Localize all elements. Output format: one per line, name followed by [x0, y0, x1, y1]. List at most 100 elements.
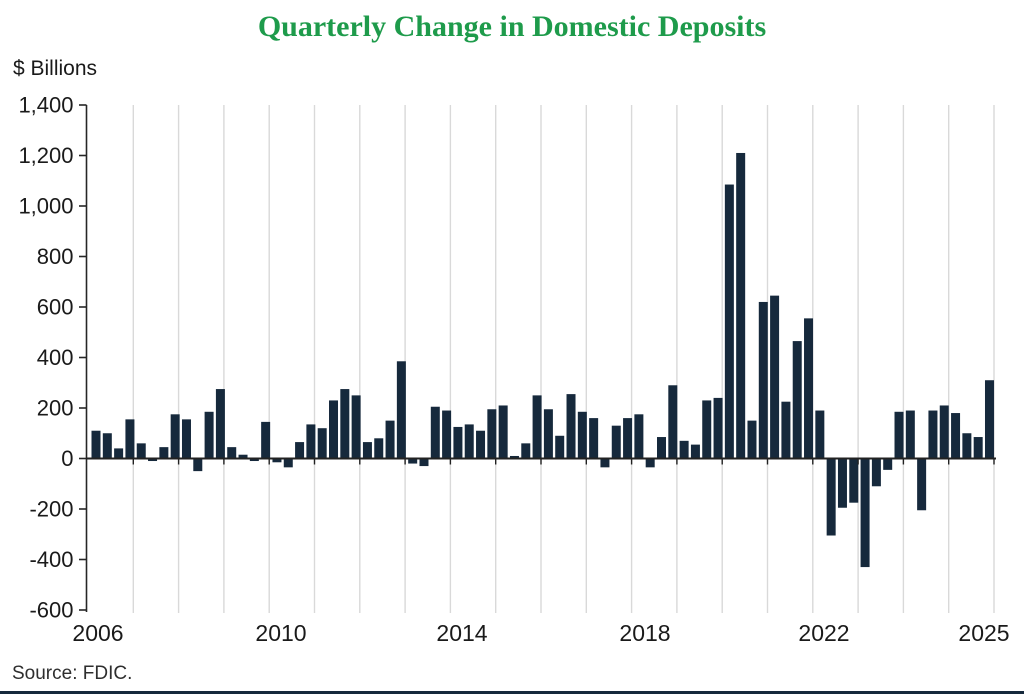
y-tick-label: 200: [37, 396, 74, 421]
y-tick-label: 0: [61, 446, 73, 471]
bar-2021Q4: [804, 318, 814, 459]
bar-2017Q1: [589, 418, 599, 459]
y-tick-label: 1,000: [18, 194, 73, 219]
bar-2013Q3: [430, 406, 440, 459]
bar-2021Q1: [770, 295, 780, 459]
bar-2022Q4: [849, 458, 859, 503]
chart-title: Quarterly Change in Domestic Deposits: [257, 10, 767, 43]
bar-2013Q4: [442, 410, 452, 459]
bar-2024Q4: [939, 405, 949, 459]
bar-2024Q3: [928, 410, 938, 459]
bar-2025Q2: [962, 433, 972, 459]
bar-2013Q1: [408, 458, 418, 464]
y-axis-unit-label: $ Billions: [13, 57, 98, 80]
y-tick-label: 600: [37, 295, 74, 320]
bar-2009Q4: [261, 421, 271, 459]
bar-2007Q4: [170, 414, 180, 459]
bar-2023Q2: [871, 458, 881, 487]
bar-2022Q2: [826, 458, 836, 536]
y-tick-label: 800: [37, 244, 74, 269]
bar-2008Q3: [204, 411, 214, 459]
bar-2012Q3: [385, 420, 395, 459]
bar-2017Q2: [600, 458, 610, 468]
bar-2016Q1: [543, 409, 553, 459]
bar-2009Q1: [227, 447, 237, 459]
bar-2010Q3: [295, 442, 305, 459]
bar-2006Q3: [114, 448, 124, 459]
bar-2024Q1: [905, 410, 915, 459]
bar-2017Q4: [623, 418, 633, 459]
bar-2023Q3: [883, 458, 893, 470]
bar-2011Q2: [329, 400, 339, 459]
source-note: Source: FDIC.: [12, 663, 133, 684]
bar-2010Q1: [272, 458, 282, 463]
bar-2016Q3: [566, 394, 576, 459]
bar-2020Q2: [736, 152, 746, 459]
bar-2019Q4: [713, 397, 723, 459]
bar-2025Q3: [973, 437, 983, 459]
bar-2018Q2: [645, 458, 655, 468]
bar-2023Q4: [894, 411, 904, 459]
y-tick-label: 1,400: [18, 93, 73, 118]
bar-2021Q3: [792, 341, 802, 459]
bar-2015Q1: [498, 405, 508, 459]
bar-2024Q2: [917, 458, 927, 511]
bar-2012Q1: [362, 442, 372, 459]
bar-2018Q4: [668, 385, 678, 459]
bar-2023Q1: [860, 458, 870, 568]
bar-2011Q4: [351, 395, 361, 459]
bar-2022Q1: [815, 410, 825, 459]
x-tick-label: 2014: [436, 620, 487, 646]
bar-2014Q3: [476, 430, 486, 459]
bar-2018Q1: [634, 414, 644, 459]
bar-2013Q2: [419, 458, 429, 467]
y-tick-label: 1,200: [18, 143, 73, 168]
bar-2019Q3: [702, 400, 712, 459]
bar-2015Q3: [521, 443, 531, 459]
bar-2006Q1: [91, 430, 101, 459]
x-tick-label: 2018: [619, 620, 670, 646]
bar-2020Q3: [747, 420, 757, 459]
bar-2009Q3: [249, 458, 259, 462]
bar-2012Q4: [396, 361, 406, 459]
bar-2016Q2: [555, 435, 565, 459]
bar-2016Q4: [577, 411, 587, 459]
bar-2019Q1: [679, 440, 689, 459]
bar-2015Q2: [509, 455, 519, 459]
bar-2007Q2: [148, 458, 158, 462]
bar-2006Q4: [125, 419, 135, 459]
bar-2008Q4: [215, 389, 225, 459]
bar-2020Q1: [724, 184, 734, 459]
bar-2014Q2: [464, 424, 474, 459]
y-tick-label: -200: [29, 497, 73, 522]
bar-2007Q1: [136, 443, 146, 459]
bar-2015Q4: [532, 395, 542, 459]
bar-2022Q3: [837, 458, 847, 508]
bar-2008Q2: [193, 458, 203, 472]
bar-2017Q3: [611, 425, 621, 459]
y-tick-label: -400: [29, 547, 73, 572]
bar-2007Q3: [159, 447, 169, 459]
bar-2006Q2: [102, 433, 112, 459]
bar-2011Q1: [317, 428, 327, 459]
x-tick-label: 2006: [72, 620, 123, 646]
bar-2010Q2: [283, 458, 293, 468]
bar-2012Q2: [374, 438, 384, 459]
bar-2010Q4: [306, 424, 316, 459]
bar-2025Q1: [951, 413, 961, 459]
footer-rule: [0, 691, 1024, 694]
x-tick-label: 2022: [798, 620, 849, 646]
bar-2014Q4: [487, 409, 497, 459]
bar-2018Q3: [657, 437, 666, 459]
x-tick-label: 2010: [255, 620, 306, 646]
bar-2014Q1: [453, 426, 463, 459]
y-tick-label: -600: [29, 598, 73, 623]
bar-2011Q3: [340, 389, 350, 459]
bar-2025Q4: [984, 380, 994, 459]
y-tick-label: 400: [37, 345, 74, 370]
bar-2020Q4: [758, 301, 768, 459]
bar-2009Q2: [238, 454, 248, 459]
x-tick-label: 2025: [958, 620, 1009, 646]
